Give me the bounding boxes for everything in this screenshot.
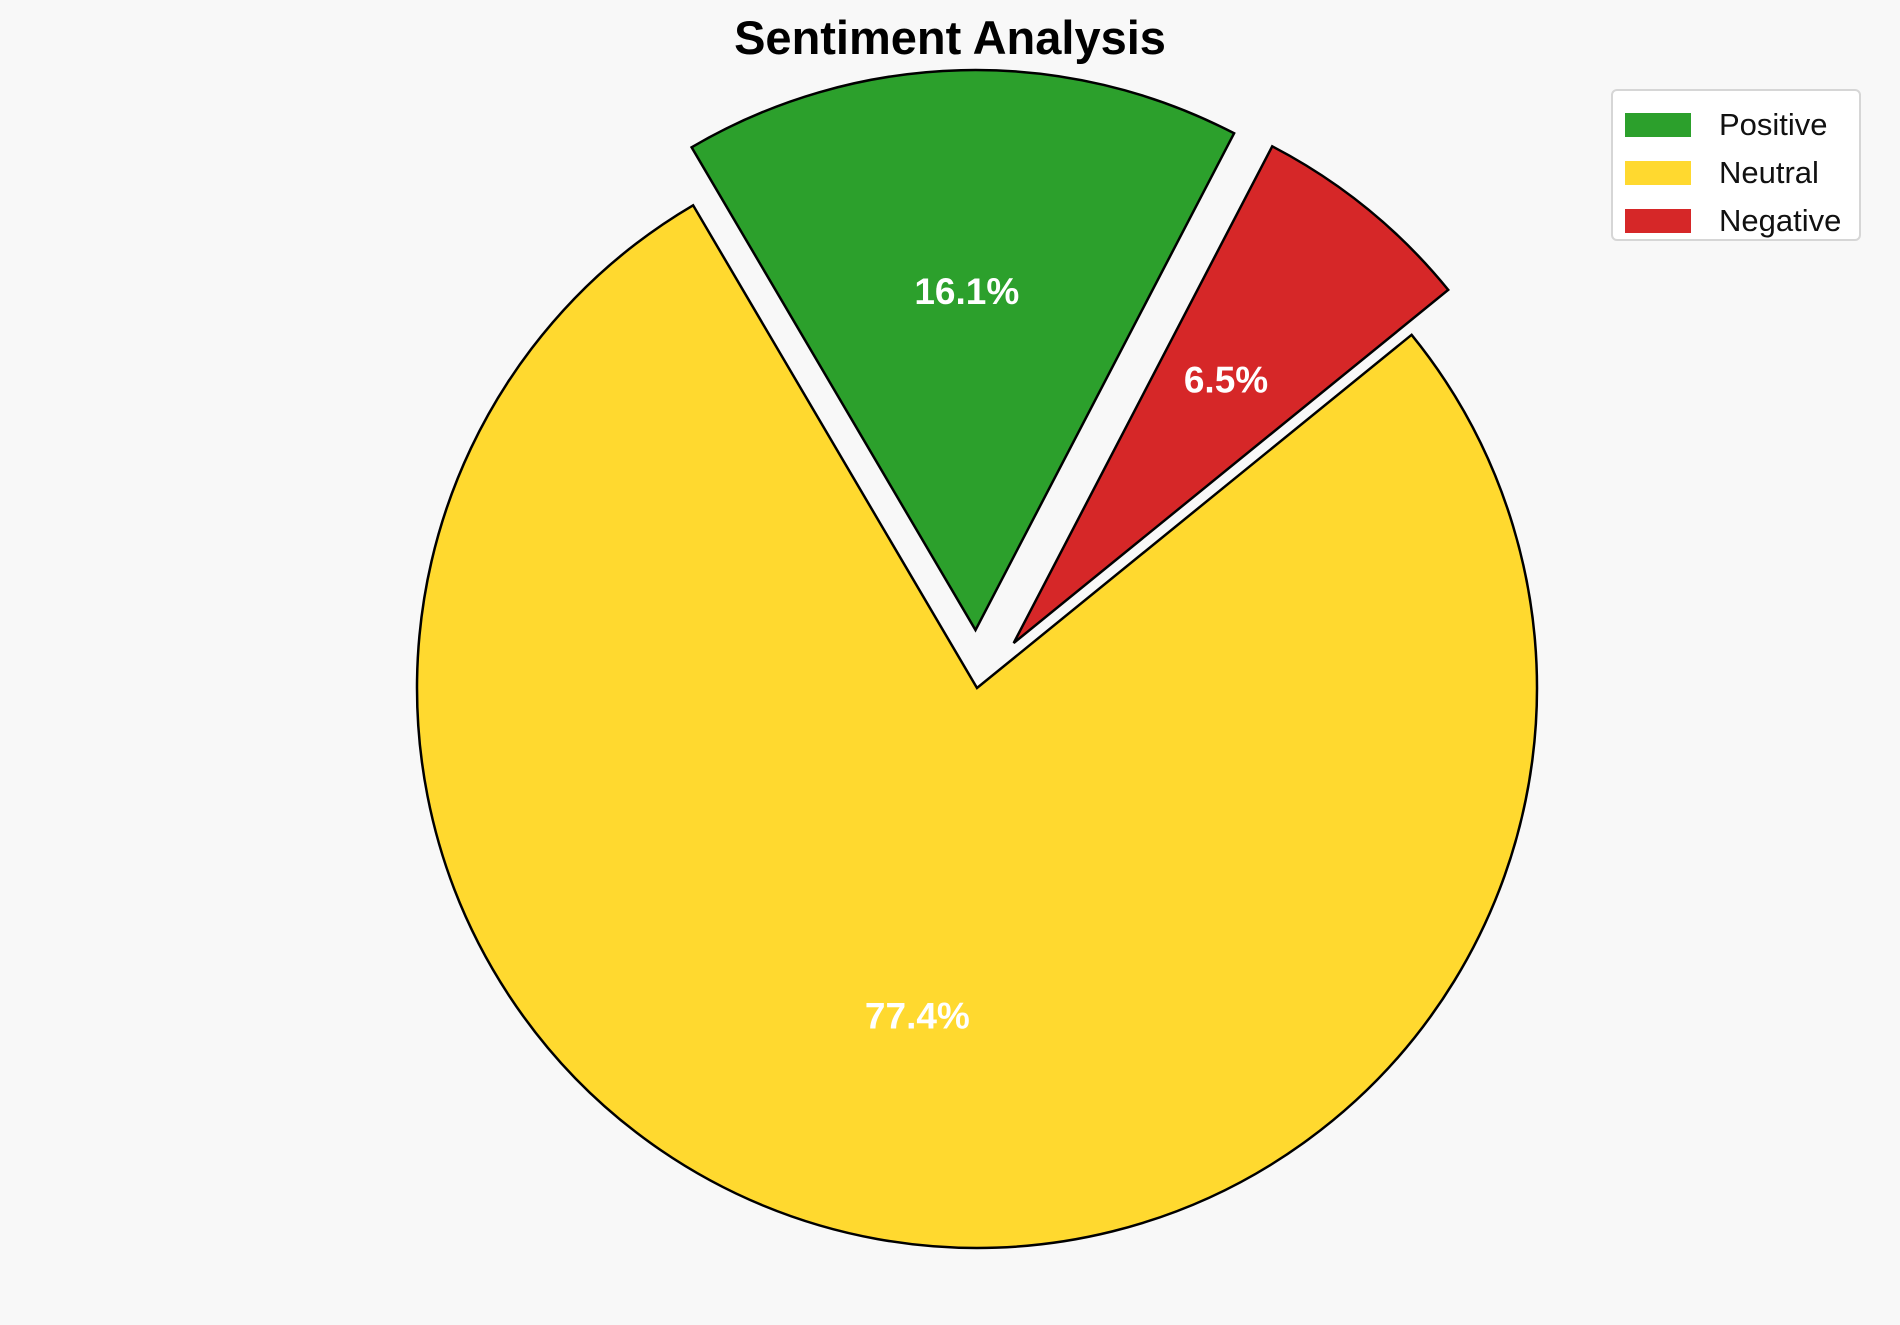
legend-label-neutral: Neutral xyxy=(1719,155,1819,190)
pie-slices xyxy=(415,68,1539,1250)
legend-label-negative: Negative xyxy=(1719,203,1842,238)
pie-slice-neutral xyxy=(415,203,1539,1250)
legend-entry-negative: Negative xyxy=(1625,197,1859,245)
pie-label-negative: 6.5% xyxy=(1184,359,1268,400)
pie-slice-positive xyxy=(689,68,1236,633)
pie-label-neutral: 77.4% xyxy=(865,995,970,1036)
legend-entry-positive: Positive xyxy=(1625,101,1859,149)
pie-label-positive: 16.1% xyxy=(914,271,1019,312)
legend-swatch-positive xyxy=(1625,113,1691,137)
legend-swatch-negative xyxy=(1625,209,1691,233)
chart-title: Sentiment Analysis xyxy=(734,11,1166,64)
legend-entry-neutral: Neutral xyxy=(1625,149,1859,197)
legend-label-positive: Positive xyxy=(1719,107,1828,142)
pie-labels: 16.1% 77.4% 6.5% xyxy=(865,271,1268,1037)
legend-swatch-neutral xyxy=(1625,161,1691,185)
pie-slice-negative xyxy=(1012,144,1450,645)
legend: Positive Neutral Negative xyxy=(1611,89,1861,241)
